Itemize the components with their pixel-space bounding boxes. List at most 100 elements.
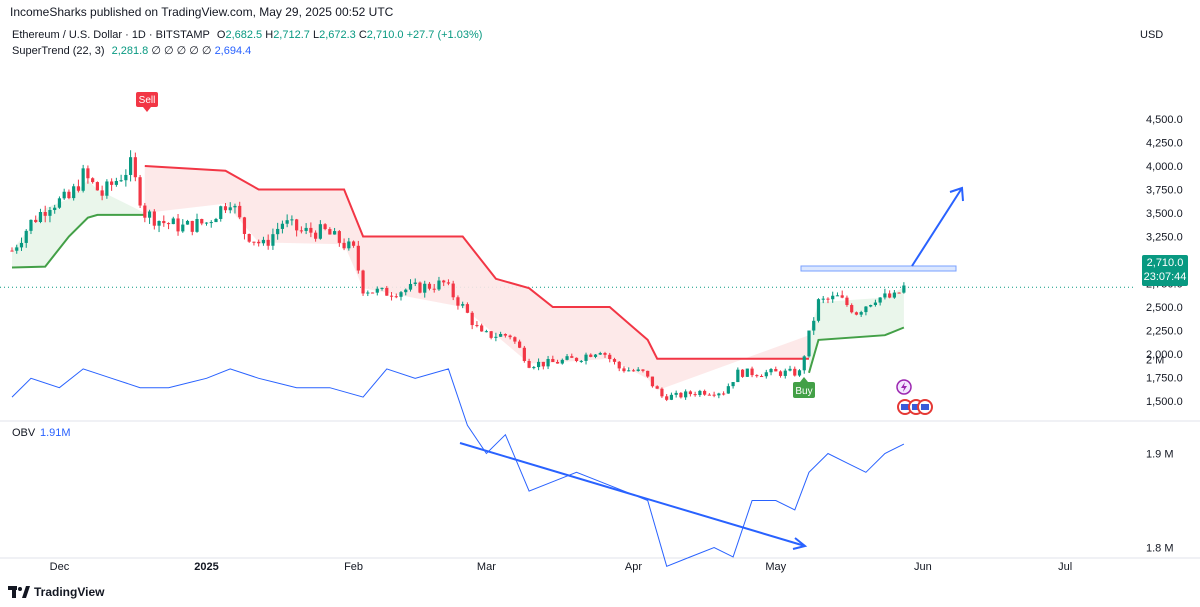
candle-body — [769, 368, 773, 373]
candle-body — [622, 368, 626, 372]
candle-body — [579, 360, 583, 362]
candle-body — [783, 370, 787, 376]
candle-body — [200, 219, 204, 224]
candle-body — [499, 334, 503, 337]
candle-body — [309, 227, 313, 233]
candle-body — [574, 357, 579, 362]
price-axis-tick-label: 3,500.0 — [1146, 208, 1183, 220]
candle-body — [280, 223, 285, 229]
obv-line — [11, 368, 905, 567]
candle-body — [555, 361, 560, 364]
candle-body — [655, 386, 659, 389]
obv-title[interactable]: OBV — [12, 427, 36, 439]
candle-body — [693, 394, 697, 396]
bar-countdown: 23:07:44 — [1143, 271, 1187, 283]
candle-body — [323, 224, 327, 230]
candle-body — [86, 168, 90, 179]
price-axis-tick-label: 4,250.0 — [1146, 138, 1183, 150]
breakout-arrow-line — [911, 187, 963, 267]
candle-body — [850, 305, 854, 313]
candle-body — [797, 370, 802, 376]
candle-body — [380, 287, 384, 289]
time-axis-tick-label: May — [765, 561, 786, 573]
candle-body — [337, 231, 341, 243]
candle-body — [897, 292, 901, 294]
candle-body — [522, 347, 526, 361]
candle-body — [19, 242, 24, 248]
candle-body — [603, 353, 607, 355]
indicator-name[interactable]: SuperTrend (22, 3) — [12, 45, 105, 57]
candle-body — [408, 283, 413, 290]
price-axis-tick-label: 2,500.0 — [1146, 302, 1183, 314]
candle-body — [295, 219, 299, 231]
candle-body — [342, 242, 346, 249]
candle-body — [859, 312, 863, 315]
symbol-name[interactable]: Ethereum / U.S. Dollar · 1D · BITSTAMP — [12, 29, 210, 41]
candle-body — [456, 297, 460, 306]
candle-body — [290, 219, 294, 221]
candle-body — [475, 325, 479, 327]
candle-body — [892, 292, 896, 298]
candle-body — [95, 182, 99, 191]
candle-body — [423, 283, 427, 293]
candle-body — [641, 369, 645, 371]
candle-body — [532, 367, 536, 369]
candle-body — [494, 336, 498, 338]
candle-body — [370, 292, 375, 294]
candle-body — [527, 360, 531, 368]
candle-body — [81, 168, 85, 191]
candle-body — [503, 334, 507, 336]
resistance-zone — [800, 265, 957, 272]
candle-body — [76, 186, 81, 191]
price-axis-tick-label: 4,500.0 — [1146, 114, 1183, 126]
candle-body — [565, 356, 569, 360]
candle-body — [508, 335, 512, 338]
candle-body — [138, 177, 142, 206]
currency-label[interactable]: USD — [1140, 29, 1164, 41]
buy-signal-pointer — [800, 377, 808, 382]
candle-body — [617, 361, 621, 369]
candle-body — [660, 388, 664, 397]
candle-body — [470, 312, 474, 326]
candle-body — [560, 359, 564, 364]
candle-body — [778, 371, 783, 376]
close-value: 2,710.0 — [366, 29, 404, 41]
candle-body — [366, 292, 370, 294]
candle-body — [674, 392, 678, 395]
candle-body — [551, 358, 555, 362]
candle-body — [755, 375, 759, 377]
tradingview-footer[interactable]: TradingView — [8, 583, 104, 601]
time-axis-tick-label: Jul — [1058, 561, 1072, 573]
candle-body — [119, 180, 123, 182]
candle-body — [840, 295, 844, 298]
candle-body — [399, 292, 403, 297]
candle-body — [489, 331, 493, 338]
candle-body — [712, 394, 716, 396]
candle-body — [669, 394, 674, 400]
supertrend-empty-values: ∅ ∅ ∅ ∅ ∅ — [151, 45, 212, 57]
candle-body — [465, 304, 470, 313]
time-axis-tick-label: 2025 — [194, 561, 218, 573]
candle-body — [812, 320, 816, 331]
candle-body — [304, 227, 308, 231]
candle-body — [418, 282, 422, 293]
candle-body — [385, 287, 389, 296]
candle-body — [389, 295, 394, 297]
candle-body — [105, 181, 109, 196]
candle-body — [124, 174, 128, 181]
candle-body — [185, 220, 190, 225]
price-axis-tick-label: 1,750.0 — [1146, 373, 1183, 385]
candle-body — [48, 210, 52, 216]
low-label: L — [312, 29, 320, 41]
candle-body — [152, 211, 156, 226]
candle-body — [636, 369, 640, 371]
candle-body — [356, 245, 360, 271]
candle-body — [869, 305, 873, 307]
supertrend-down-line — [144, 165, 809, 360]
candle-body — [759, 376, 764, 378]
supertrend-up-line — [808, 326, 905, 374]
candle-body — [328, 229, 332, 235]
supertrend-up-line — [11, 213, 145, 269]
candle-body — [873, 302, 878, 306]
